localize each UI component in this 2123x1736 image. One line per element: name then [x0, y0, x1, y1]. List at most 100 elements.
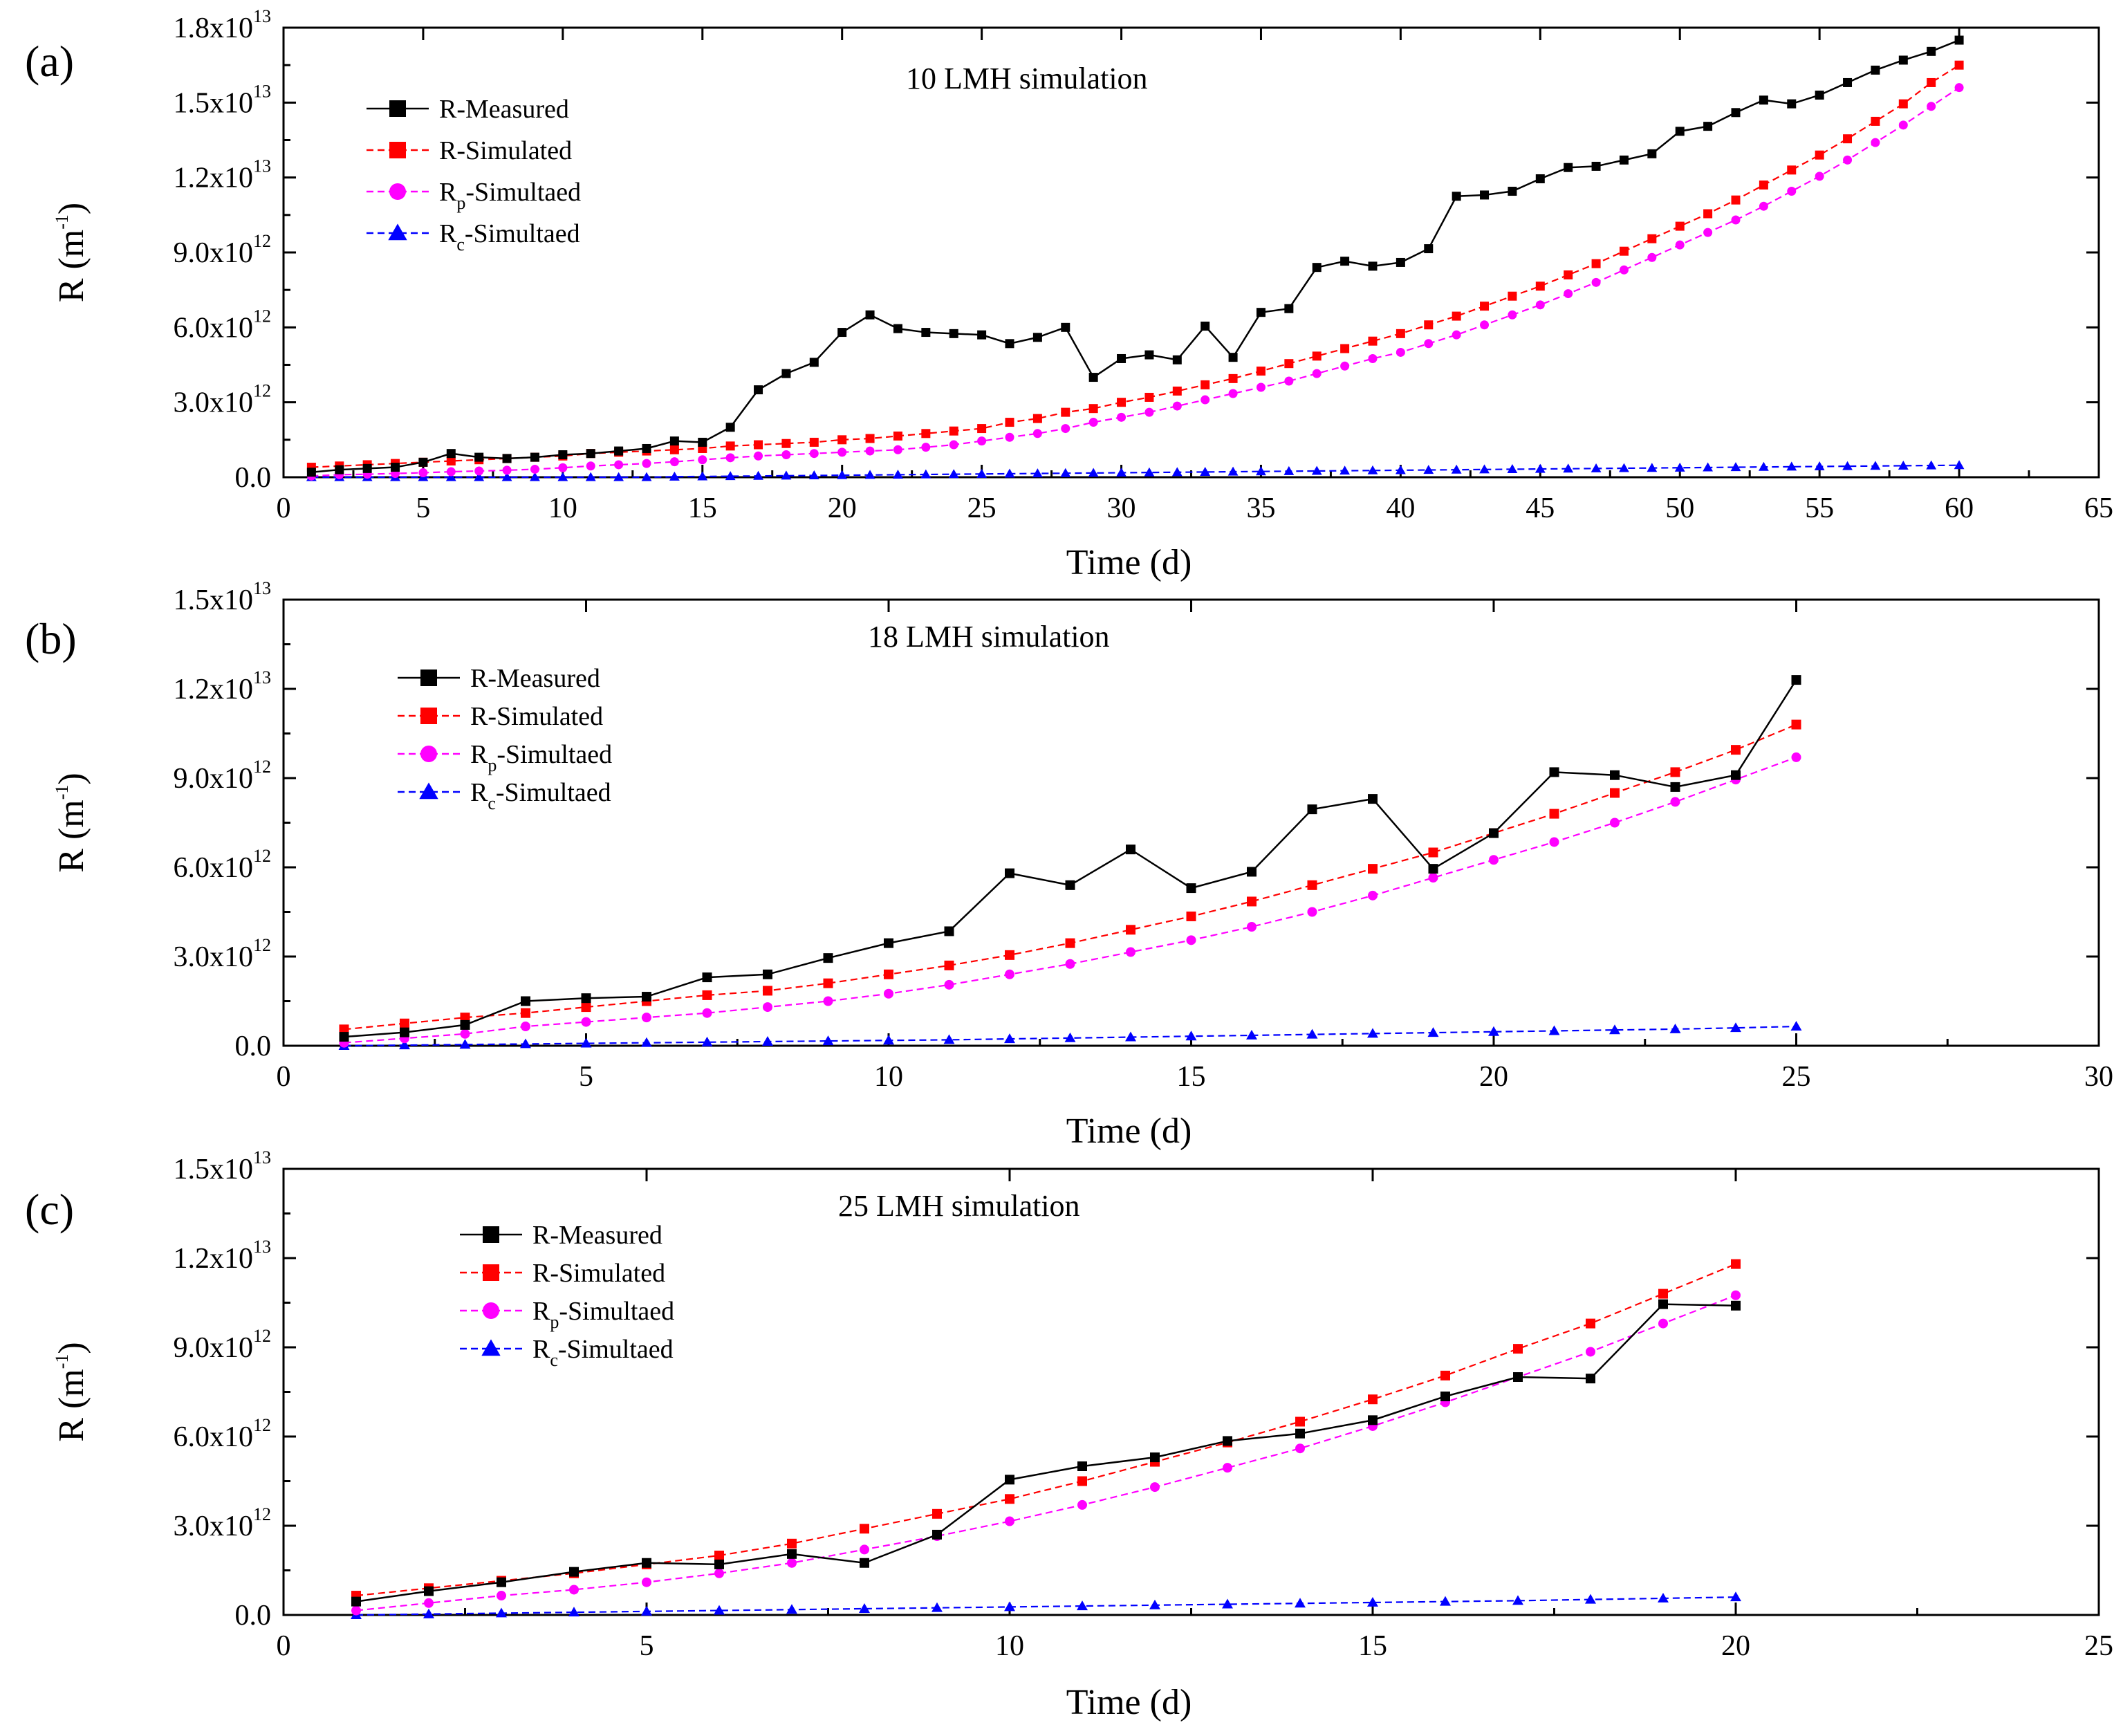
data-point-simulated — [1126, 925, 1135, 935]
data-point-simulated — [1428, 847, 1438, 858]
x-tick-label: 0 — [277, 492, 291, 524]
data-point-simulated — [1815, 150, 1824, 160]
y-tick-label: 1.5x1013 — [174, 81, 272, 119]
data-point-simulated — [1117, 398, 1127, 407]
data-point-simulated — [1032, 414, 1042, 423]
data-point-simulated — [1396, 329, 1405, 338]
data-point-rp — [1703, 462, 1714, 472]
series-line-measured — [344, 679, 1797, 1038]
x-tick-label: 20 — [1721, 1630, 1750, 1662]
data-point-measured — [725, 423, 735, 432]
data-point-rc — [424, 1598, 434, 1608]
data-point-simulated — [1368, 864, 1378, 874]
data-point-measured — [586, 449, 595, 459]
legend-marker-simulated — [420, 708, 437, 724]
data-point-measured — [1256, 308, 1266, 317]
data-point-measured — [446, 449, 456, 459]
data-point-measured — [1731, 108, 1741, 118]
data-point-rp — [1647, 463, 1658, 472]
data-point-rp — [1427, 1027, 1439, 1037]
data-point-measured — [1200, 322, 1210, 331]
data-point-simulated — [944, 960, 954, 970]
data-point-rc — [1061, 424, 1070, 434]
data-point-rp — [568, 1607, 580, 1617]
data-point-rc — [698, 455, 707, 465]
data-point-rp — [1451, 464, 1462, 474]
data-point-rc — [1452, 330, 1461, 340]
data-point-rc — [1340, 361, 1350, 371]
data-point-measured — [474, 452, 484, 462]
series-line-simulated — [311, 64, 1960, 468]
data-point-rc — [1088, 418, 1098, 427]
x-tick-label: 10 — [995, 1630, 1024, 1662]
series-rp — [351, 1591, 1741, 1619]
data-point-measured — [1586, 1374, 1595, 1384]
data-point-rc — [1954, 83, 1964, 93]
data-point-rp — [931, 1602, 943, 1612]
legend-marker-rp — [388, 223, 407, 241]
data-point-rc — [1247, 922, 1257, 932]
data-point-rc — [1489, 855, 1499, 865]
data-point-rp — [669, 471, 680, 481]
data-point-measured — [921, 328, 931, 338]
data-point-measured — [1658, 1299, 1668, 1309]
data-point-measured — [698, 437, 707, 447]
data-point-measured — [1144, 350, 1154, 360]
data-point-measured — [642, 443, 651, 453]
series-rc — [339, 752, 1801, 1048]
data-point-simulated — [1295, 1416, 1305, 1427]
data-point-rp — [1548, 1025, 1560, 1035]
data-point-rc — [1787, 187, 1797, 196]
data-point-measured — [1508, 187, 1517, 196]
data-point-rc — [642, 459, 651, 468]
data-point-measured — [669, 436, 679, 446]
data-point-rc — [977, 436, 987, 446]
data-point-rp — [557, 472, 568, 481]
data-point-rc — [1005, 1516, 1014, 1526]
x-tick-label: 20 — [1479, 1061, 1508, 1093]
data-point-measured — [1005, 1475, 1014, 1485]
data-point-measured — [1535, 174, 1545, 183]
data-point-measured — [781, 369, 791, 378]
data-point-simulated — [521, 1008, 530, 1018]
data-point-rc — [1508, 310, 1517, 320]
chart-title: 18 LMH simulation — [868, 620, 1110, 654]
data-point-simulated — [1005, 418, 1014, 427]
chart-title: 25 LMH simulation — [838, 1189, 1080, 1223]
y-tick-label: 9.0x1012 — [174, 757, 272, 795]
data-point-rc — [1295, 1443, 1305, 1454]
data-point-simulated — [1647, 234, 1657, 243]
data-point-rc — [1791, 752, 1801, 762]
x-tick-label: 30 — [1107, 492, 1136, 524]
data-point-simulated — [1927, 77, 1936, 87]
data-point-rc — [1843, 155, 1853, 165]
data-point-simulated — [1065, 938, 1075, 948]
data-point-simulated — [1256, 367, 1266, 376]
data-point-measured — [335, 465, 344, 474]
data-point-measured — [391, 463, 400, 472]
data-point-rp — [1185, 1031, 1197, 1041]
data-point-simulated — [1005, 1494, 1014, 1504]
data-point-measured — [893, 324, 902, 333]
data-point-simulated — [823, 978, 833, 988]
data-point-measured — [1815, 91, 1824, 100]
y-tick-label: 6.0x1012 — [174, 846, 272, 884]
data-point-rc — [944, 979, 954, 990]
data-point-measured — [339, 1032, 349, 1042]
data-point-rc — [1126, 947, 1135, 957]
data-point-simulated — [884, 969, 893, 979]
x-tick-label: 60 — [1945, 492, 1974, 524]
data-point-simulated — [1898, 99, 1908, 109]
data-point-rc — [642, 1013, 651, 1023]
data-point-rc — [1424, 339, 1434, 349]
data-point-rp — [1926, 460, 1937, 470]
data-point-rp — [1730, 1022, 1741, 1033]
series-measured — [306, 35, 1964, 477]
data-point-simulated — [714, 1551, 724, 1560]
data-point-rp — [1954, 460, 1965, 470]
data-point-rp — [1814, 461, 1825, 471]
legend-marker-simulated — [389, 142, 406, 158]
data-point-simulated — [932, 1508, 942, 1519]
data-point-measured — [1954, 35, 1964, 45]
data-point-rc — [1480, 320, 1490, 330]
